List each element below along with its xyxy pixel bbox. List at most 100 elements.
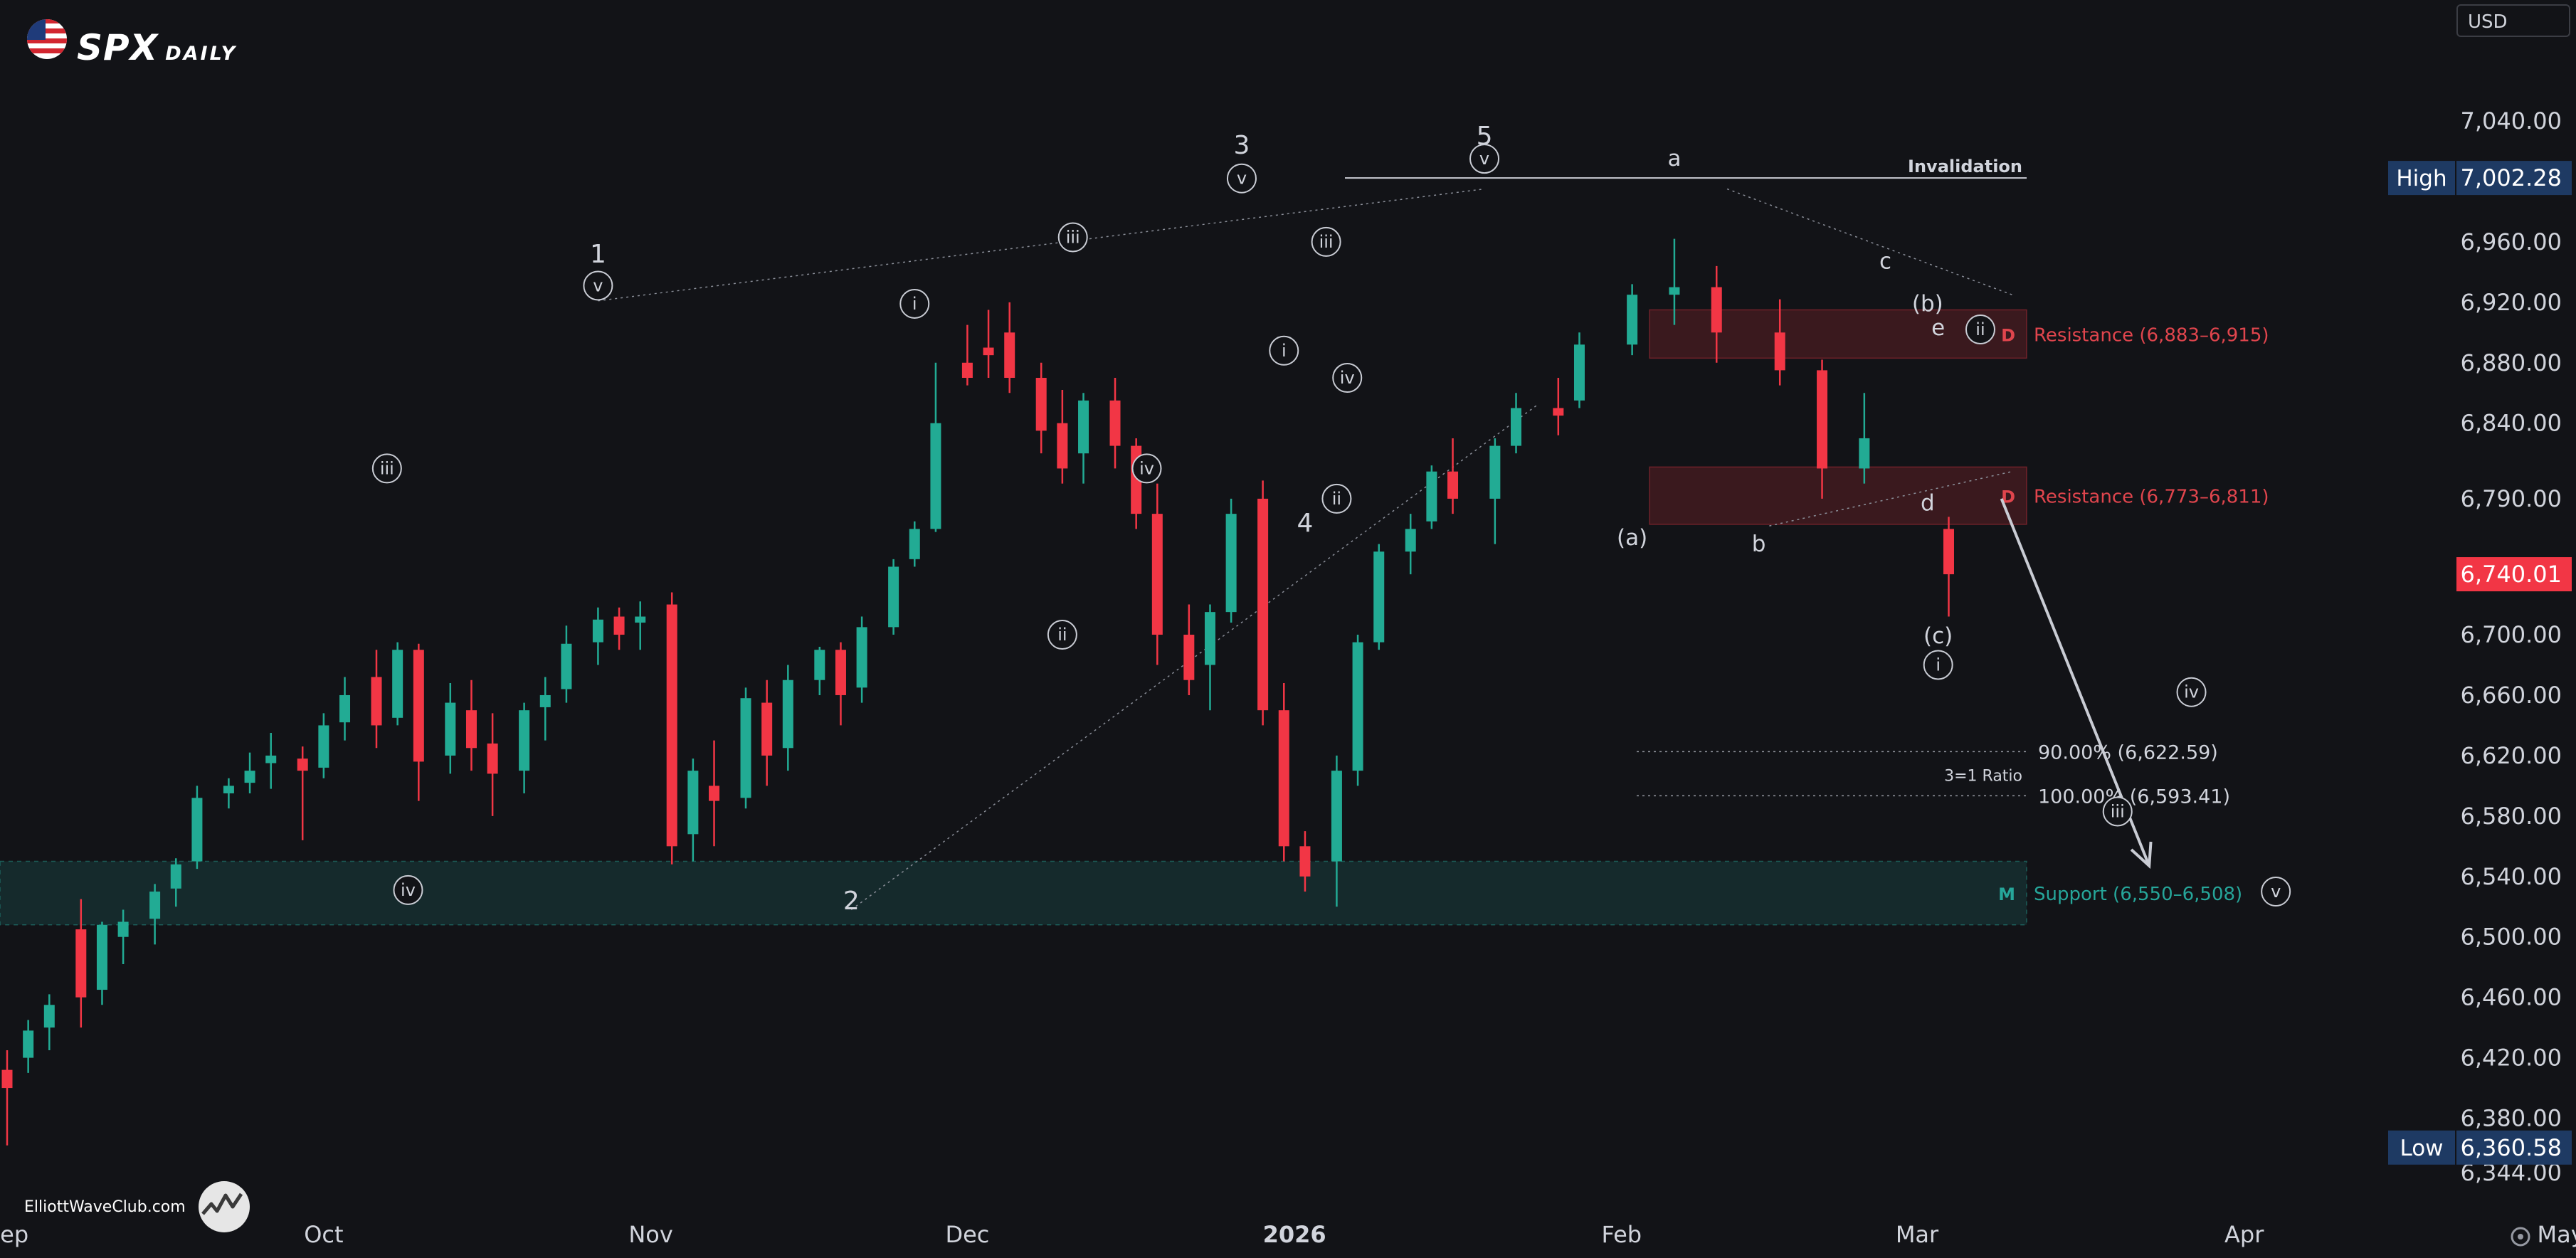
candle [519, 702, 530, 793]
candle-body [835, 650, 846, 695]
wave-label-text: v [1237, 169, 1247, 189]
candle [244, 752, 255, 793]
candle-body [1573, 344, 1585, 401]
candle-body [1669, 287, 1680, 295]
wave-label-ring [899, 288, 930, 319]
wave-label-ring [2176, 677, 2207, 707]
candle-body [487, 743, 498, 774]
candle-body [1627, 295, 1638, 345]
footer-brand: ElliottWaveClub.com [24, 1178, 253, 1235]
wave-label-circled: v [583, 270, 613, 301]
candle-body [1489, 445, 1501, 499]
candle [445, 682, 456, 774]
y-tick-label: 6,460.00 [2461, 984, 2562, 1011]
candle [1151, 483, 1163, 665]
wave-label-text: i [1936, 655, 1941, 675]
wave-label-text: ii [1332, 489, 1341, 509]
wave-label: b [1752, 531, 1766, 556]
wave-label: (c) [1923, 623, 1953, 649]
candle [371, 650, 382, 749]
candle [43, 994, 55, 1050]
candle-body [318, 725, 329, 768]
candle-body [930, 423, 941, 529]
candle [1035, 362, 1047, 454]
candle [465, 680, 477, 771]
candle [1057, 389, 1068, 484]
axes-layer: 7,040.00 6,960.00 6,920.00 6,880.00 6,840.00… [0, 107, 2576, 1248]
candle [856, 616, 867, 703]
wave-label-ring [1131, 453, 1162, 484]
candle-body [1035, 378, 1047, 431]
wave-label: 2 [843, 887, 860, 916]
projection-arrow-head [2130, 841, 2153, 870]
x-tick-label: Sep [0, 1221, 28, 1248]
x-tick-label: 2026 [1263, 1221, 1326, 1248]
candle [487, 713, 498, 816]
candle-body [1711, 287, 1722, 333]
wave-label-text: i [1282, 341, 1287, 361]
low-badge-label-bg [2388, 1130, 2455, 1165]
candle [1711, 265, 1722, 363]
wave-label-circled: iii [2102, 796, 2133, 827]
candle [75, 899, 87, 1028]
wave-label-text: ii [1057, 625, 1067, 645]
candle [835, 642, 846, 726]
wave-label-text: iv [401, 880, 416, 900]
candle [318, 713, 329, 778]
candle-body [96, 924, 107, 990]
y-tick-label: 6,920.00 [2461, 289, 2562, 316]
candle [561, 625, 572, 703]
candle [961, 324, 973, 386]
candle-body [1204, 612, 1215, 665]
wave-label-ring [1047, 620, 1077, 650]
candle-body [1373, 551, 1385, 643]
candle [1573, 332, 1585, 408]
candle [170, 858, 181, 907]
candle-body [856, 627, 867, 688]
y-tick-label: 6,420.00 [2461, 1045, 2562, 1072]
wave-label-circled: i [1923, 650, 1953, 680]
us-flag-icon [27, 19, 67, 59]
candle [1489, 438, 1501, 544]
candle-body [740, 698, 751, 798]
y-tick-label: 6,540.00 [2461, 863, 2562, 890]
candle [1131, 438, 1142, 529]
candle [96, 921, 107, 1005]
candle [1078, 393, 1089, 484]
candle-body [1447, 471, 1459, 499]
wave-label: a [1667, 146, 1681, 171]
candle [392, 642, 403, 726]
candle [1669, 238, 1680, 325]
currency-selector[interactable]: USD [2456, 4, 2570, 37]
candle-body [1352, 642, 1363, 771]
candle [1447, 438, 1459, 514]
candle [1, 1050, 13, 1146]
wave-label-ring [1057, 222, 1088, 253]
candle-body [1, 1069, 13, 1089]
candle-body [961, 362, 973, 379]
candle-body [635, 616, 646, 623]
settings-gear-icon[interactable] [2506, 1222, 2535, 1251]
y-tick-label: 6,700.00 [2461, 621, 2562, 648]
wave-label: 3 [1234, 131, 1250, 160]
candle [265, 733, 277, 789]
candle-body [265, 755, 277, 763]
candle [23, 1020, 34, 1073]
candle [1774, 299, 1785, 386]
candle-body [539, 694, 551, 707]
candle-body [170, 864, 181, 889]
wave-label-ring [393, 874, 423, 905]
symbol-title: SPX [77, 27, 159, 68]
zone-label: Resistance (6,883–6,915) [2034, 324, 2269, 346]
candle-body [909, 529, 920, 559]
dotted-triangle-upper [1726, 188, 2012, 295]
candle-body [1943, 529, 1954, 575]
wave-label-text: v [593, 275, 603, 295]
candle-body [297, 758, 308, 771]
candle [761, 680, 773, 786]
candle [1511, 393, 1522, 454]
candle-body [761, 702, 773, 756]
zones-layer: D Resistance (6,883–6,915) D Resistance (6,… [0, 309, 2269, 926]
